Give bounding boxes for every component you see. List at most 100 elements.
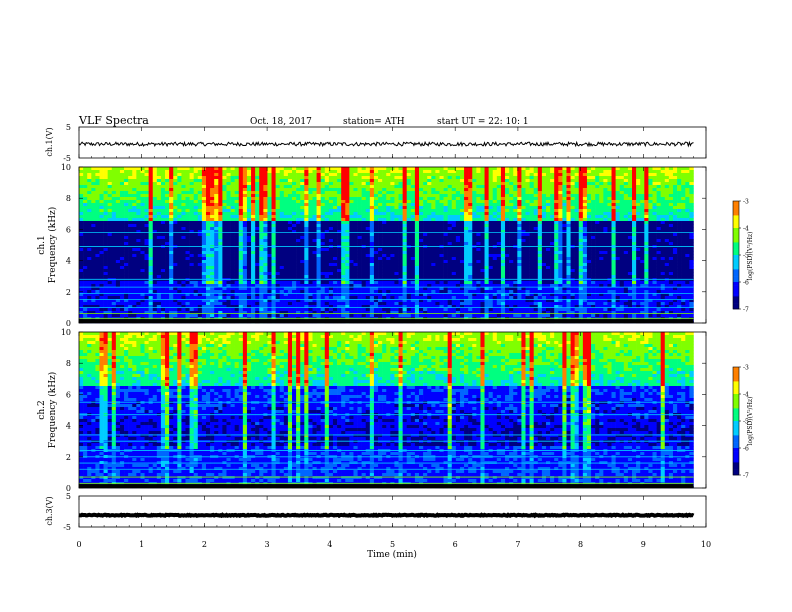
spectrogram-cell: [328, 254, 334, 258]
spectrogram-cell: [369, 233, 375, 237]
spectrogram-cell: [107, 230, 113, 234]
spectrogram-cell: [365, 191, 371, 195]
spectrogram-cell: [181, 260, 186, 264]
spectrogram-cell: [210, 194, 215, 198]
spectrogram-cell: [181, 188, 186, 192]
spectrogram-cell: [664, 182, 670, 186]
spectrogram-cell: [156, 239, 162, 243]
spectrogram-cell: [468, 209, 473, 213]
spectrogram-cell: [345, 236, 350, 240]
spectrogram-cell: [242, 200, 248, 204]
spectrogram-cell: [390, 209, 395, 213]
spectrogram-cell: [99, 194, 104, 198]
spectrogram-cell: [251, 176, 256, 180]
spectrogram-cell: [492, 218, 498, 222]
spectrogram-cell: [668, 248, 674, 252]
spectrogram-cell: [345, 224, 350, 228]
spectrogram-cell: [541, 179, 547, 183]
spectrogram-cell: [341, 173, 346, 177]
spectrogram-cell: [341, 200, 346, 204]
spectrogram-cell: [251, 248, 256, 252]
spectrogram-cell: [242, 167, 248, 171]
spectrogram-cell: [451, 242, 457, 246]
spectrogram-cell: [275, 182, 281, 186]
spectrogram-cell: [214, 254, 219, 258]
spectrogram-cell: [255, 254, 260, 258]
spectrogram-cell: [664, 176, 670, 180]
spectrogram-cell: [292, 188, 297, 192]
spectrogram-cell: [685, 254, 690, 258]
spectrogram-cell: [218, 203, 223, 207]
spectrogram-cell: [578, 236, 584, 240]
spectrogram-cell: [615, 227, 621, 231]
spectrogram-cell: [115, 257, 121, 261]
spectrogram-cell: [238, 194, 244, 198]
spectrogram-cell: [541, 203, 547, 207]
spectrogram-cell: [107, 248, 113, 252]
spectrogram-cell: [267, 185, 272, 189]
spectrogram-cell: [689, 260, 694, 264]
spectrogram-cell: [296, 227, 301, 231]
spectrogram-cell: [156, 200, 162, 204]
spectrogram-cell: [410, 227, 416, 231]
spectrogram-cell: [419, 212, 424, 216]
spectrogram-cell: [558, 170, 563, 174]
spectrogram-cell: [91, 221, 96, 225]
spectrogram-cell: [111, 257, 117, 261]
spectrogram-cell: [660, 227, 666, 231]
spectrogram-cell: [316, 212, 321, 216]
spectrogram-cell: [689, 206, 694, 210]
spectrogram-cell: [165, 230, 170, 234]
spectrogram-cell: [545, 257, 551, 261]
spectrogram-cell: [255, 257, 260, 261]
spectrogram-cell: [500, 227, 506, 231]
spectrogram-cell: [402, 188, 408, 192]
spectrogram-cell: [513, 239, 518, 243]
spectrogram-cell: [382, 167, 387, 171]
spectrogram-cell: [275, 185, 281, 189]
spectrogram-cell: [513, 263, 518, 267]
spectrogram-cell: [332, 185, 338, 189]
spectrogram-cell: [242, 263, 248, 267]
spectrogram-cell: [480, 215, 485, 219]
spectrogram-cell: [124, 176, 129, 180]
spectrogram-cell: [230, 260, 235, 264]
spectrogram-cell: [140, 233, 145, 237]
spectrogram-cell: [304, 176, 309, 180]
spectrogram-cell: [632, 236, 637, 240]
spectrogram-cell: [480, 224, 485, 228]
spectrogram-cell: [627, 185, 633, 189]
spectrogram-cell: [107, 209, 113, 213]
spectrogram-cell: [144, 215, 149, 219]
spectrogram-cell: [148, 248, 154, 252]
spectrogram-cell: [324, 179, 330, 183]
spectrogram-cell: [668, 170, 674, 174]
spectrogram-cell: [185, 215, 190, 219]
spectrogram-cell: [197, 230, 203, 234]
spectrogram-cell: [550, 170, 555, 174]
spectrogram-cell: [533, 263, 539, 267]
spectrogram-cell: [79, 215, 84, 219]
spectrogram-cell: [615, 182, 621, 186]
spectrogram-cell: [619, 173, 625, 177]
spectrogram-cell: [124, 206, 129, 210]
spectrogram-cell: [447, 260, 453, 264]
spectrogram-cell: [615, 188, 621, 192]
spectrogram-cell: [115, 260, 121, 264]
spectrogram-cell: [341, 203, 346, 207]
spectrogram-cell: [173, 260, 178, 264]
spectrogram-cell: [283, 197, 289, 201]
spectrogram-cell: [222, 200, 227, 204]
spectrogram-cell: [521, 218, 526, 222]
spectrogram-cell: [537, 230, 543, 234]
spectrogram-cell: [570, 173, 575, 177]
spectrogram-cell: [447, 209, 453, 213]
spectrogram-cell: [509, 227, 514, 231]
spectrogram-cell: [349, 176, 354, 180]
spectrogram-cell: [251, 209, 256, 213]
spectrogram-cell: [304, 257, 309, 261]
spectrogram-cell: [365, 194, 371, 198]
spectrogram-cell: [623, 251, 629, 255]
spectrogram-cell: [464, 224, 469, 228]
spectrogram-cell: [464, 221, 469, 225]
